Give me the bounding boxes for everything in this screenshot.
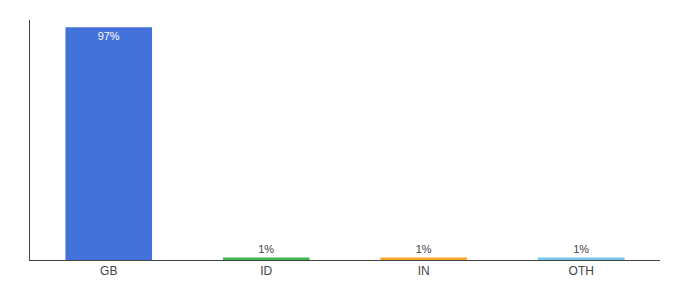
- svg-text:IN: IN: [418, 264, 430, 278]
- svg-text:ID: ID: [260, 264, 272, 278]
- svg-text:1%: 1%: [416, 243, 432, 255]
- svg-text:OTH: OTH: [569, 264, 594, 278]
- svg-text:GB: GB: [100, 264, 117, 278]
- svg-text:1%: 1%: [573, 243, 589, 255]
- svg-text:97%: 97%: [98, 30, 120, 42]
- svg-text:1%: 1%: [258, 243, 274, 255]
